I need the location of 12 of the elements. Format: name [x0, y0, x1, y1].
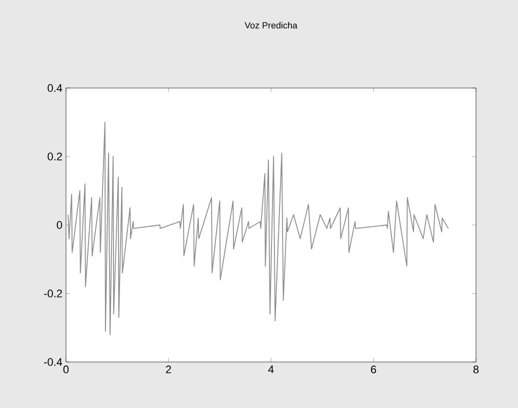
x-tick-label: 8	[473, 366, 479, 374]
y-tick-label: 0.4	[48, 84, 62, 92]
x-tick-label: 0	[63, 366, 69, 374]
x-tick-label: 2	[166, 366, 172, 374]
y-tick-label: 0.2	[48, 152, 62, 160]
chart-title: Voz Predicha	[244, 22, 298, 29]
line-series	[68, 122, 449, 336]
x-tick-label: 4	[268, 366, 274, 374]
x-tick-label: 6	[371, 366, 376, 374]
y-tick-label: -0.2	[44, 290, 62, 298]
y-tick-label: 0	[56, 221, 62, 229]
y-tick-label: -0.4	[44, 358, 62, 366]
